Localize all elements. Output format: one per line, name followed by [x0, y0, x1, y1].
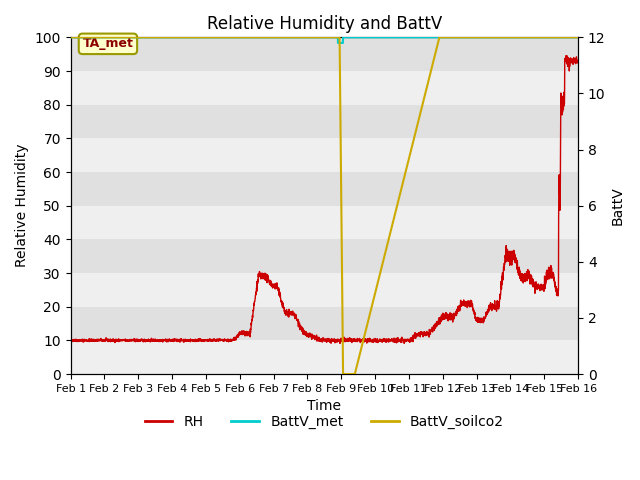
Text: TA_met: TA_met [83, 37, 133, 50]
Title: Relative Humidity and BattV: Relative Humidity and BattV [207, 15, 442, 33]
X-axis label: Time: Time [307, 399, 341, 413]
Y-axis label: Relative Humidity: Relative Humidity [15, 144, 29, 267]
Bar [70, 71, 578, 105]
Y-axis label: BattV: BattV [611, 186, 625, 225]
Bar [70, 340, 578, 374]
Bar [70, 138, 578, 172]
Bar [70, 273, 578, 307]
Bar [70, 205, 578, 240]
Legend: RH, BattV_met, BattV_soilco2: RH, BattV_met, BattV_soilco2 [139, 409, 509, 434]
